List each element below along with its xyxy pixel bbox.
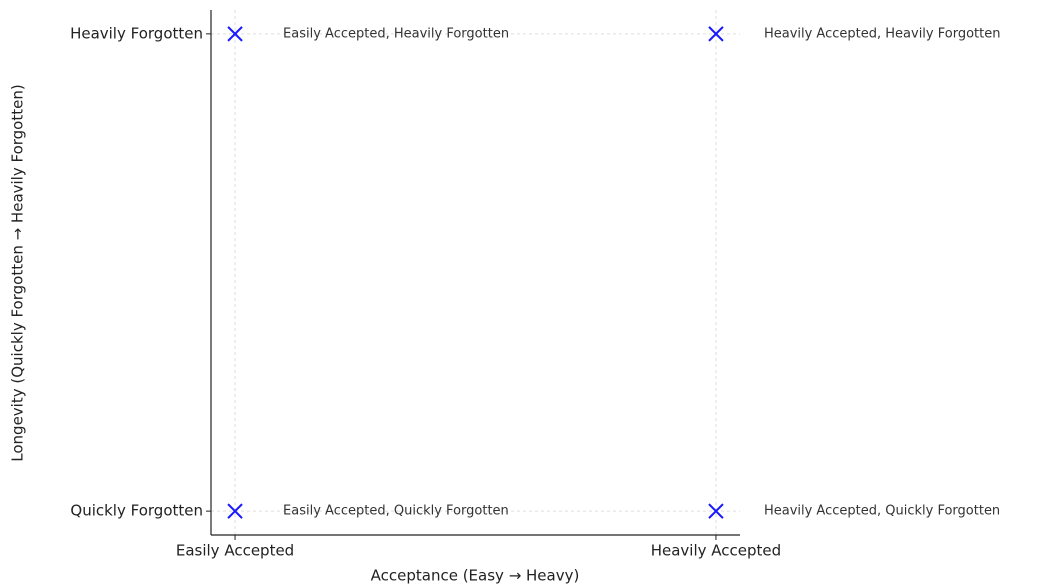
point [227, 503, 243, 519]
point-label: Easily Accepted, Quickly Forgotten [283, 504, 509, 519]
x-tick-label: Heavily Accepted [651, 542, 781, 560]
point-label: Easily Accepted, Heavily Forgotten [283, 26, 509, 41]
point-label: Heavily Accepted, Heavily Forgotten [764, 26, 1001, 41]
y-axis-label: Longevity (Quickly Forgotten → Heavily F… [9, 84, 27, 461]
x-tick-label: Easily Accepted [176, 542, 294, 560]
x-axis-label: Acceptance (Easy → Heavy) [371, 567, 580, 585]
point [227, 26, 243, 42]
point [708, 26, 724, 42]
point-label: Heavily Accepted, Quickly Forgotten [764, 504, 1000, 519]
y-tick-label: Heavily Forgotten [70, 24, 203, 42]
point [708, 503, 724, 519]
y-tick-label: Quickly Forgotten [70, 502, 203, 520]
